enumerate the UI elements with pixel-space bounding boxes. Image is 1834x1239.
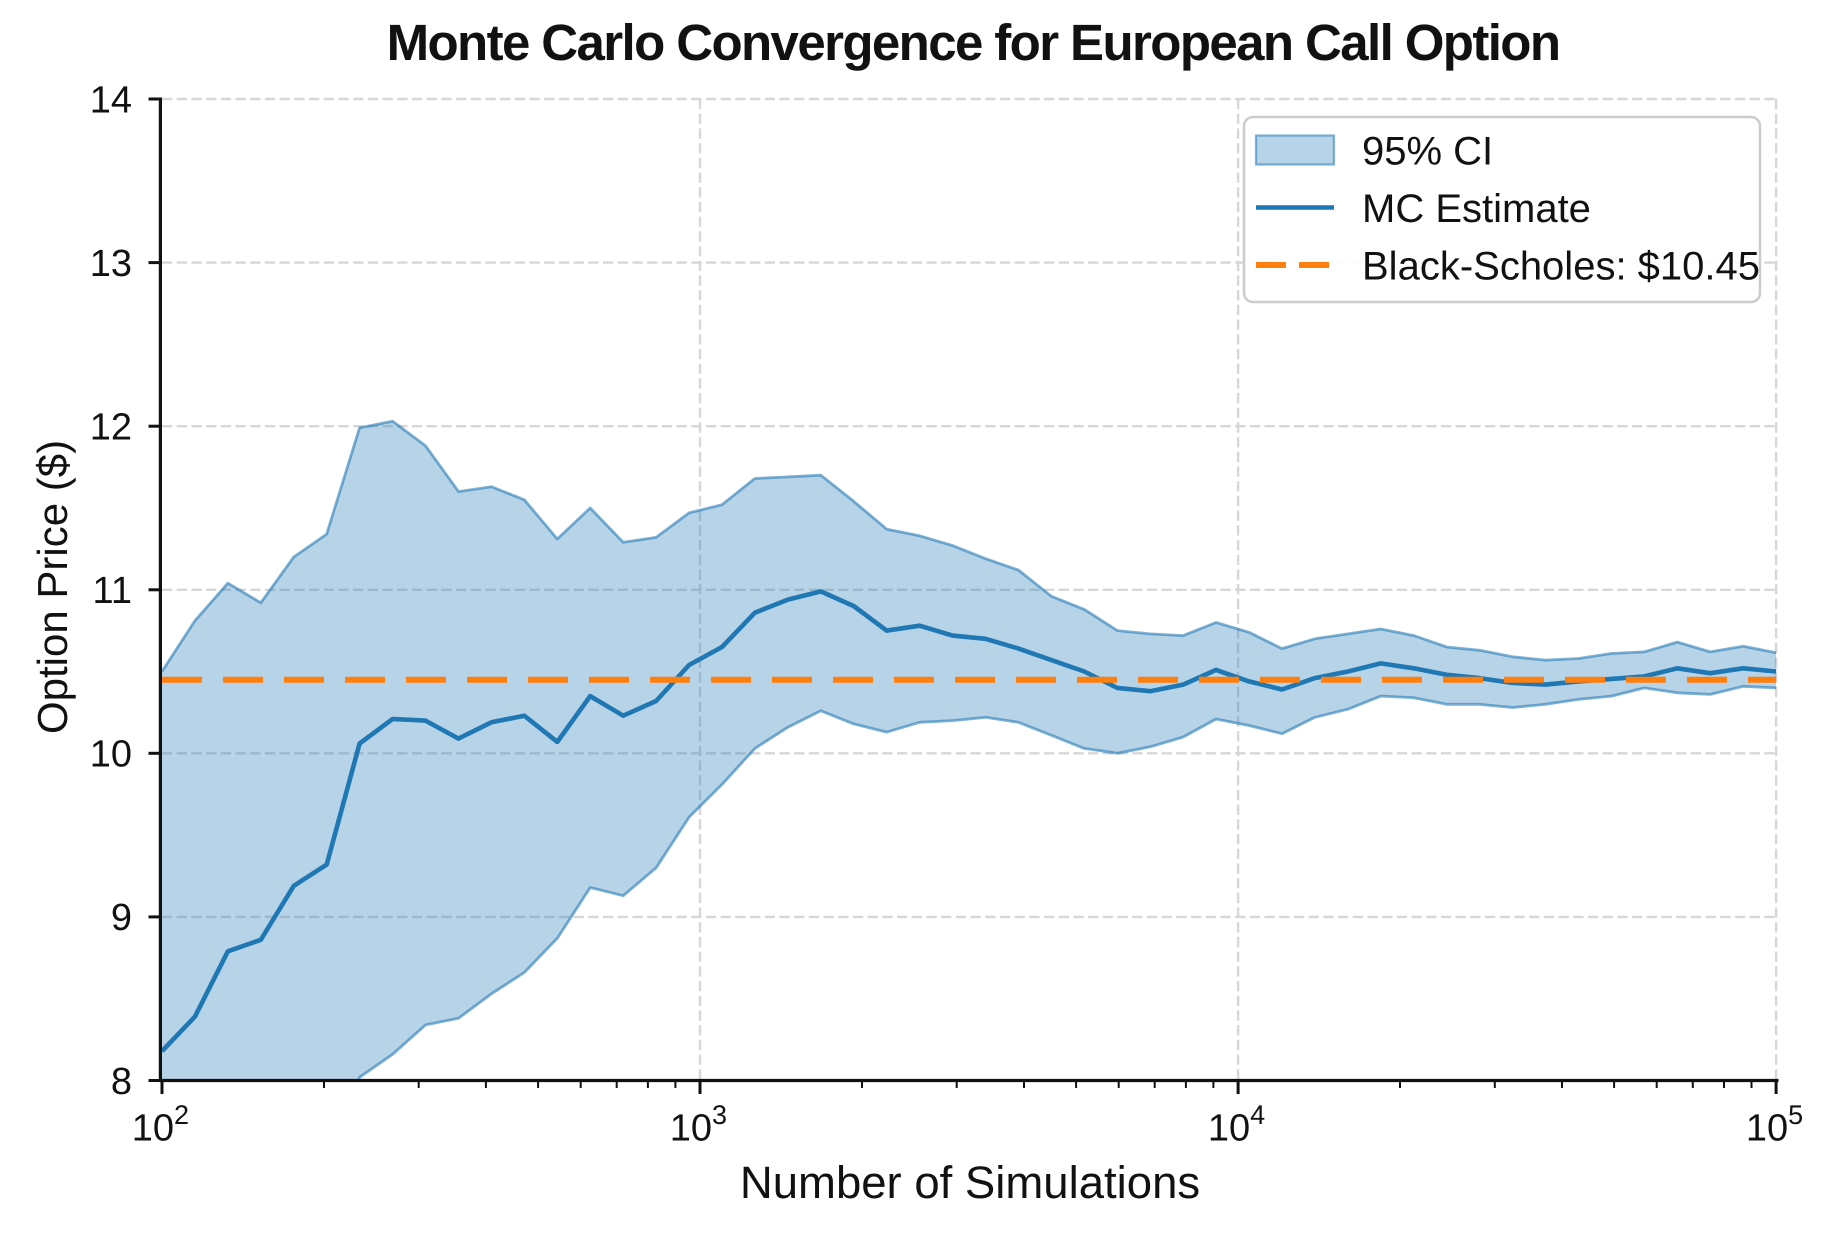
svg-text:Monte Carlo Convergence for Eu: Monte Carlo Convergence for European Cal… <box>387 14 1560 71</box>
svg-text:10: 10 <box>90 734 132 776</box>
svg-text:10: 10 <box>132 1108 174 1150</box>
svg-text:13: 13 <box>90 243 132 285</box>
svg-text:Number of Simulations: Number of Simulations <box>740 1157 1200 1208</box>
svg-text:2: 2 <box>174 1100 189 1130</box>
svg-text:10: 10 <box>1208 1108 1250 1150</box>
svg-text:10: 10 <box>1746 1108 1788 1150</box>
svg-text:10: 10 <box>670 1108 712 1150</box>
svg-text:Black-Scholes: $10.45: Black-Scholes: $10.45 <box>1362 245 1760 289</box>
svg-text:9: 9 <box>111 897 132 939</box>
svg-text:12: 12 <box>90 407 132 449</box>
svg-text:14: 14 <box>90 79 132 121</box>
svg-text:3: 3 <box>712 1100 727 1130</box>
svg-text:5: 5 <box>1788 1100 1803 1130</box>
svg-text:8: 8 <box>111 1061 132 1103</box>
svg-text:11: 11 <box>93 570 132 612</box>
svg-text:95% CI: 95% CI <box>1362 130 1493 174</box>
svg-text:MC Estimate: MC Estimate <box>1362 187 1591 231</box>
svg-text:4: 4 <box>1250 1100 1265 1130</box>
svg-text:Option Price ($): Option Price ($) <box>29 440 76 734</box>
